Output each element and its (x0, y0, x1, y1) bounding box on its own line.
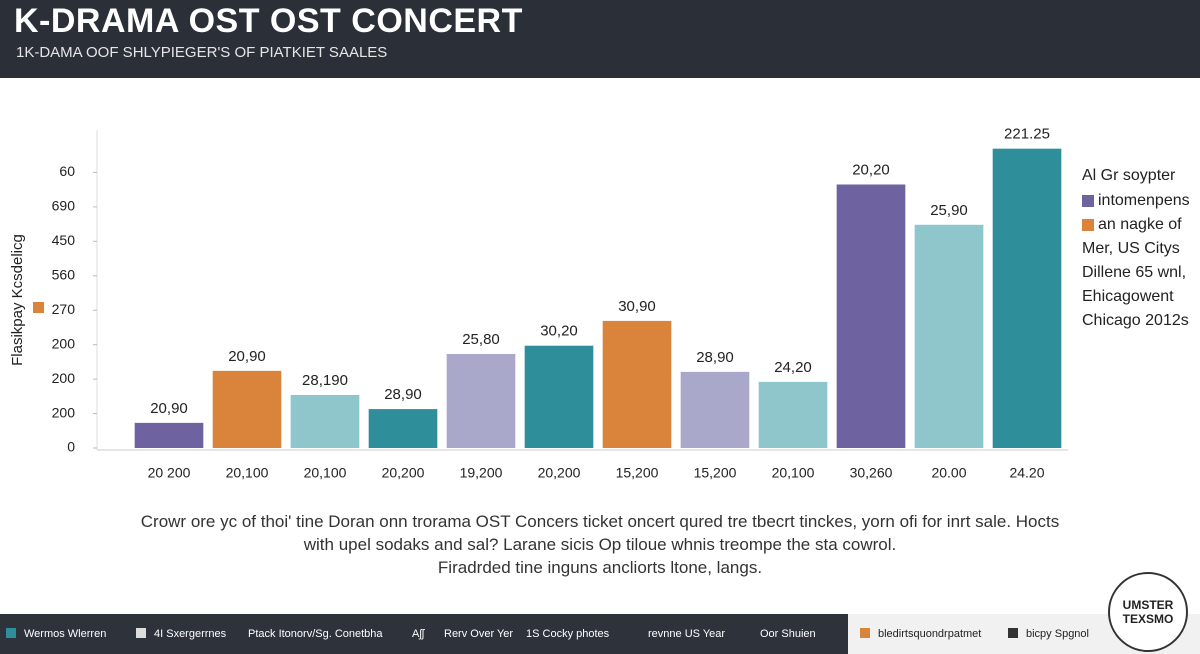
y-tick-label: 450 (52, 232, 76, 248)
bar (602, 320, 672, 448)
badge: UMSTER TEXSMO (1108, 572, 1188, 652)
bar (290, 394, 360, 448)
footer-item: Oor Shuien (760, 628, 816, 640)
caption-line: Firadrded tine inguns ancliorts ltone, l… (437, 558, 763, 577)
caption-line: with upel sodaks and sal? Larane sicis O… (303, 535, 897, 554)
data-label: 25,80 (462, 331, 500, 348)
data-label: 24,20 (774, 359, 812, 376)
chart-title: K-DRAMA OST OST CONCERT (14, 2, 523, 40)
chart: Flasikpay Kcsdelicg 0 200 200 200 270 560 450 6… (9, 126, 1190, 481)
bar (992, 148, 1062, 448)
badge-text: TEXSMO (1122, 612, 1174, 626)
footer-item: 4I Sxergerrnes (136, 614, 226, 654)
y-tick-label: 690 (52, 198, 76, 214)
badge-text: UMSTER (1122, 598, 1174, 612)
data-label: 25,90 (930, 202, 968, 219)
footer-text: Wermos Wlerren (24, 628, 107, 640)
data-label: 30,20 (540, 323, 578, 340)
y-tick-label: 200 (52, 404, 76, 420)
legend-note: Mer, US Citys (1082, 240, 1180, 257)
bar (368, 409, 438, 448)
x-tick-label: 19,200 (460, 465, 503, 481)
x-tick-label: 20,200 (382, 465, 425, 481)
data-label: 20,90 (228, 348, 266, 365)
footer-item: bledirtsquondrpatmet (860, 614, 981, 654)
y-tick-label: 60 (59, 163, 75, 179)
bar (914, 224, 984, 448)
legend-note: Dillene 65 wnl, (1082, 264, 1186, 281)
header: K-DRAMA OST OST CONCERT 1K-DAMA OOF SHLY… (0, 0, 1200, 78)
footer-item: Aʃʃ (412, 628, 425, 640)
legend-swatch (1082, 195, 1094, 207)
y-tick-label: 0 (67, 439, 75, 455)
y-tick-label: 200 (52, 335, 76, 351)
chart-subtitle: 1K-DAMA OOF SHLYPIEGER'S OF PIATKIET SAA… (16, 44, 388, 61)
bar (446, 353, 516, 448)
x-tick-label: 20 200 (148, 465, 191, 481)
legend-label: intomenpens (1098, 192, 1190, 209)
bar (758, 381, 828, 448)
data-label: 28,90 (384, 386, 422, 403)
legend-swatch (1082, 219, 1094, 231)
legend-note: Chicago 2012s (1082, 312, 1189, 329)
x-tick-label: 20.00 (931, 465, 966, 481)
caption-line: Crowr ore yc of thoi' tine Doran onn tro… (140, 512, 1060, 531)
x-tick-label: 20,100 (304, 465, 347, 481)
footer-item: Rerv Over Yer (444, 628, 514, 640)
caption: Crowr ore yc of thoi' tine Doran onn tro… (60, 510, 1140, 579)
x-tick-label: 15,200 (616, 465, 659, 481)
y-tick-label: 200 (52, 370, 76, 386)
x-tick-label: 30,260 (850, 465, 893, 481)
legend-title: Al Gr soypter (1082, 167, 1176, 184)
footer-item: revnne US Year (648, 628, 726, 640)
data-label: 30,90 (618, 298, 656, 315)
y-tick-label: 270 (52, 301, 76, 317)
footer-item: Ptack Itonorv/Sg. Conetbha (248, 628, 383, 640)
data-label: 221.25 (1004, 126, 1050, 143)
data-label: 28,190 (302, 372, 348, 389)
x-tick-label: 24.20 (1009, 465, 1044, 481)
bar (836, 184, 906, 448)
legend-label: an nagke of (1098, 216, 1182, 233)
x-tick-label: 15,200 (694, 465, 737, 481)
footer-item: 1S Cocky photes (526, 628, 610, 640)
bar (134, 422, 204, 448)
footer-item: bicpy Spgnol (1008, 614, 1089, 654)
axis-marker (33, 302, 44, 313)
bar (680, 371, 750, 448)
y-axis-label: Flasikpay Kcsdelicg (9, 234, 26, 366)
x-tick-label: 20,200 (538, 465, 581, 481)
footer-text: bicpy Spgnol (1026, 628, 1089, 640)
bar (212, 370, 282, 448)
footer-text: 4I Sxergerrnes (154, 628, 227, 640)
footer-text: bledirtsquondrpatmet (878, 628, 982, 640)
bar (524, 345, 594, 448)
data-label: 20,20 (852, 161, 890, 178)
x-tick-label: 20,100 (772, 465, 815, 481)
footer: Wermos Wlerren 4I Sxergerrnes Ptack Iton… (0, 614, 848, 654)
x-tick-label: 20,100 (226, 465, 269, 481)
y-tick-label: 560 (52, 266, 76, 282)
data-label: 28,90 (696, 349, 734, 366)
data-label: 20,90 (150, 400, 188, 417)
legend-note: Ehicagowent (1082, 288, 1174, 305)
footer-item: Wermos Wlerren (6, 614, 106, 654)
